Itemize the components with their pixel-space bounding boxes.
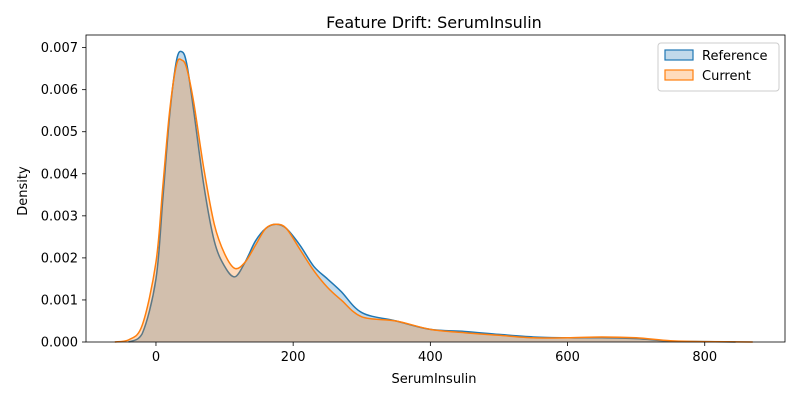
- density-area-reference: [128, 51, 736, 342]
- x-tick-label: 0: [152, 350, 160, 365]
- density-line-current: [114, 58, 753, 343]
- y-axis-ticks: 0.000 0.001 0.002 0.003 0.004 0.005 0.006 0.007: [41, 41, 86, 351]
- y-tick-label: 0.004: [41, 167, 78, 182]
- y-tick-label: 0.000: [41, 336, 78, 351]
- legend-label-current: Current: [702, 69, 751, 84]
- y-tick-label: 0.005: [41, 125, 78, 140]
- legend-swatch-reference: [664, 49, 694, 61]
- chart-title: Feature Drift: SerumInsulin: [326, 13, 542, 32]
- y-tick-label: 0.007: [41, 41, 78, 56]
- x-axis-ticks: 0 200 400 600 800: [152, 342, 717, 365]
- x-tick-label: 800: [692, 350, 717, 365]
- legend-box: [657, 42, 780, 92]
- x-tick-label: 600: [555, 350, 580, 365]
- y-tick-label: 0.006: [41, 83, 78, 98]
- legend: Reference Current: [657, 42, 780, 92]
- y-tick-label: 0.001: [41, 293, 78, 308]
- density-area-current: [114, 58, 753, 342]
- legend-label-reference: Reference: [702, 49, 767, 64]
- x-tick-label: 200: [281, 350, 306, 365]
- y-tick-label: 0.003: [41, 209, 78, 224]
- y-axis-label: Density: [16, 166, 31, 216]
- legend-swatch-current: [664, 69, 694, 81]
- x-tick-label: 400: [418, 350, 443, 365]
- plot-area: [85, 34, 786, 343]
- y-tick-label: 0.002: [41, 251, 78, 266]
- plot-frame: [85, 34, 786, 343]
- x-axis-label: SerumInsulin: [391, 372, 476, 387]
